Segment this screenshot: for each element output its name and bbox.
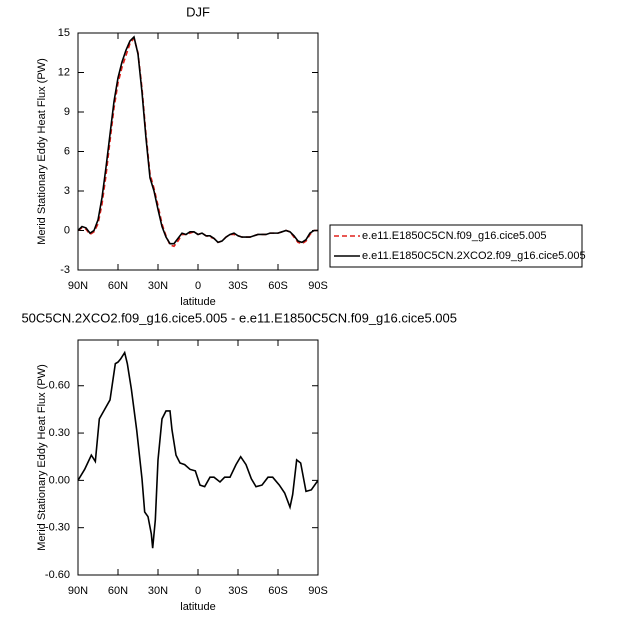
x-tick-label: 90N: [68, 585, 88, 597]
legend-box: [329, 224, 583, 268]
x-tick-label: 30S: [228, 585, 248, 597]
chart-title: 50C5CN.2XCO2.f09_g16.cice5.005 - e.e11.E…: [21, 310, 457, 325]
y-tick-label: -0.30: [45, 522, 70, 534]
plot-frame: [77, 32, 319, 271]
x-tick-label: 60N: [108, 585, 128, 597]
y-tick-label: 0.30: [49, 427, 70, 439]
legend-label: e.e11.E1850C5CN.f09_g16.cice5.005: [362, 230, 547, 242]
x-tick-label: 90N: [68, 280, 88, 292]
data-line: [77, 36, 318, 248]
y-tick-label: 3: [64, 185, 70, 197]
y-tick-label: 6: [64, 145, 70, 157]
x-tick-label: 30N: [148, 280, 168, 292]
y-axis-label: Merid Stationary Eddy Heat Flux (PW): [36, 364, 48, 550]
y-axis-label: Merid Stationary Eddy Heat Flux (PW): [36, 58, 48, 244]
x-tick-label: 30S: [228, 280, 248, 292]
y-tick-label: 15: [58, 27, 70, 39]
plot-frame: [77, 339, 319, 576]
y-tick-label: -3: [60, 264, 70, 276]
data-line: [77, 35, 318, 245]
y-tick-label: 0.00: [49, 474, 70, 486]
x-tick-label: 60N: [108, 280, 128, 292]
x-tick-label: 30N: [148, 585, 168, 597]
y-tick-label: 12: [58, 66, 70, 78]
y-tick-label: 9: [64, 106, 70, 118]
x-axis-label: latitude: [180, 601, 215, 613]
y-tick-label: 0: [64, 224, 70, 236]
data-line: [77, 350, 319, 549]
x-tick-label: 0: [195, 585, 201, 597]
x-tick-label: 90S: [308, 585, 328, 597]
x-axis-label: latitude: [180, 296, 215, 308]
y-tick-label: 0.60: [49, 380, 70, 392]
x-tick-label: 60S: [268, 280, 288, 292]
x-tick-label: 90S: [308, 280, 328, 292]
legend-label: e.e11.E1850C5CN.2XCO2.f09_g16.cice5.005: [362, 250, 586, 262]
x-tick-label: 0: [195, 280, 201, 292]
y-tick-label: -0.60: [45, 569, 70, 581]
chart-title: DJF: [186, 4, 210, 19]
x-tick-label: 60S: [268, 585, 288, 597]
